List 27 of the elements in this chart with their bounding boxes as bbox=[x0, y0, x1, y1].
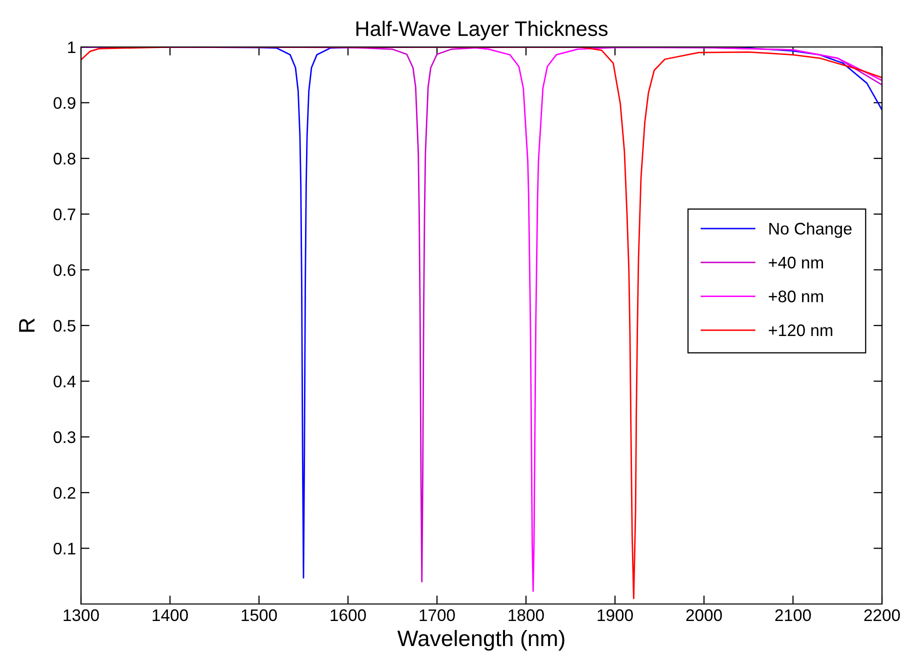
y-tick-label: 0.9 bbox=[54, 97, 76, 109]
y-tick-label: 0.7 bbox=[54, 208, 76, 220]
x-tick-label: 1700 bbox=[420, 609, 455, 622]
legend-label: +40 nm bbox=[768, 256, 823, 268]
y-tick-label: 0.5 bbox=[54, 320, 76, 332]
y-tick-label: 0.2 bbox=[54, 487, 76, 499]
x-tick-label: 2200 bbox=[864, 609, 900, 622]
x-tick-label: 1800 bbox=[508, 609, 544, 622]
y-tick-label: 0.3 bbox=[54, 431, 76, 444]
y-tick-label: 0.4 bbox=[54, 376, 76, 388]
chart-title: Half-Wave Layer Thickness bbox=[356, 20, 608, 40]
y-tick-label: 1 bbox=[68, 42, 76, 54]
x-tick-label: 2100 bbox=[775, 609, 811, 622]
x-tick-label: 1600 bbox=[330, 609, 366, 622]
y-tick-label: 0.8 bbox=[54, 152, 76, 165]
x-tick-label: 1500 bbox=[242, 609, 277, 622]
legend-label: No Change bbox=[769, 222, 852, 238]
legend-label: +120 nm bbox=[768, 324, 832, 336]
x-tick-label: 1300 bbox=[64, 609, 99, 622]
x-tick-label: 1400 bbox=[152, 609, 188, 622]
y-axis-title: R bbox=[19, 318, 34, 332]
y-tick-label: 0.1 bbox=[54, 542, 76, 555]
x-tick-label: 2000 bbox=[686, 609, 722, 622]
x-tick-label: 1900 bbox=[598, 609, 633, 622]
x-axis-title: Wavelength (nm) bbox=[397, 630, 564, 651]
legend-label: +80 nm bbox=[768, 290, 823, 302]
y-tick-label: 0.6 bbox=[54, 264, 76, 276]
